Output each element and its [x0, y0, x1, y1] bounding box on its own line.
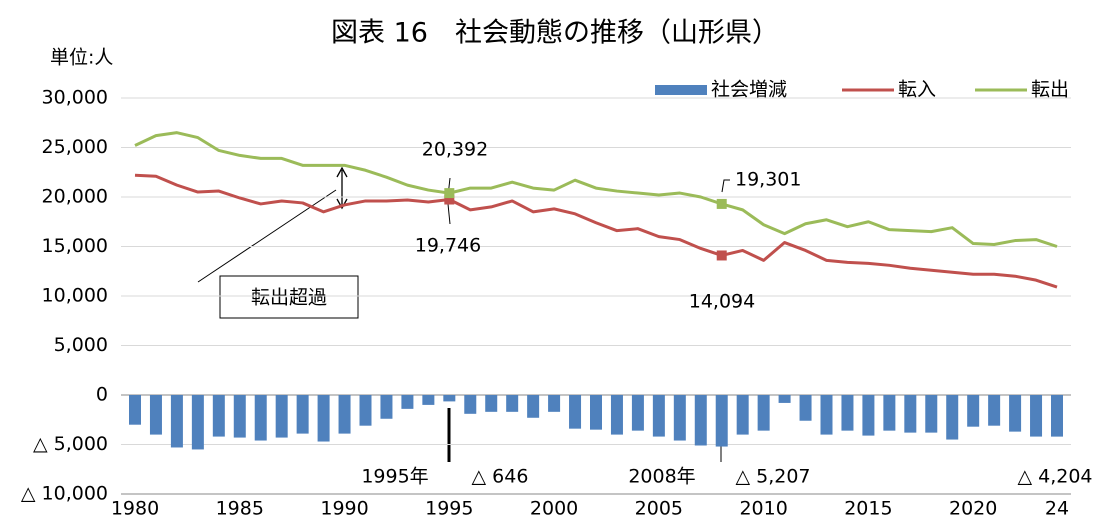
bar	[925, 395, 938, 433]
x-tick-label: 2020	[949, 498, 997, 520]
bar	[736, 395, 749, 435]
data-label: △ 4,204	[1017, 466, 1092, 488]
bar	[506, 395, 519, 412]
bar	[380, 395, 393, 419]
bar	[275, 395, 288, 438]
annotation: 2008年	[628, 466, 695, 488]
bar	[485, 395, 498, 412]
marker	[716, 250, 727, 261]
bar	[715, 395, 728, 447]
y-tick-label: 10,000	[42, 285, 108, 307]
annotation: 1995年	[361, 466, 428, 488]
bar	[820, 395, 833, 435]
bar	[359, 395, 372, 426]
bar	[631, 395, 644, 431]
x-tick-label: 1980	[111, 498, 159, 520]
line	[134, 173, 1058, 289]
leader	[447, 203, 451, 225]
bar	[254, 395, 267, 441]
bar	[170, 395, 183, 448]
bar	[129, 395, 141, 425]
data-label: △ 5,207	[735, 466, 810, 488]
bar	[464, 395, 477, 414]
y-tick-label: 15,000	[42, 235, 108, 257]
y-tick-label: △ 5,000	[33, 433, 108, 455]
x-tick-label: 1990	[320, 498, 368, 520]
data-label: 19,301	[735, 169, 801, 191]
y-tick-label: 0	[96, 384, 108, 406]
legend-swatch	[655, 85, 707, 95]
bar	[149, 395, 162, 435]
bar	[548, 395, 561, 412]
bar	[610, 395, 623, 435]
bar	[862, 395, 875, 436]
data-label: 19,746	[415, 235, 481, 257]
bar	[443, 395, 456, 402]
chart-title: 図表 16 社会動態の推移（山形県）	[331, 18, 779, 49]
y-tick-label: 30,000	[42, 87, 108, 109]
x-tick-label: 2010	[739, 498, 787, 520]
bar	[401, 395, 414, 409]
bar	[1051, 395, 1063, 437]
marker	[444, 188, 455, 199]
arrow-heads	[336, 166, 348, 210]
bar	[527, 395, 540, 418]
x-tick-label: 2000	[530, 498, 578, 520]
line	[134, 131, 1058, 248]
data-label: △ 646	[472, 466, 529, 488]
bar	[694, 395, 707, 446]
unit-label: 単位:人	[50, 47, 113, 69]
bar	[946, 395, 959, 440]
bar	[338, 395, 351, 434]
bar	[296, 395, 309, 434]
bar	[212, 395, 225, 437]
bar	[590, 395, 602, 430]
marker	[716, 198, 727, 209]
y-tick-label: 25,000	[42, 136, 108, 158]
x-tick-label: 2005	[635, 498, 683, 520]
y-tick-label: 20,000	[42, 186, 108, 208]
bar	[778, 395, 791, 403]
bar	[1009, 395, 1022, 432]
bar	[233, 395, 246, 438]
leader	[197, 189, 337, 283]
bar	[904, 395, 917, 433]
bar	[652, 395, 665, 437]
x-tick-label: 2015	[844, 498, 892, 520]
bar	[799, 395, 812, 421]
legend-label: 転出	[1031, 79, 1069, 101]
bar	[317, 395, 330, 442]
y-tick-label: △ 10,000	[21, 483, 108, 505]
bar	[1030, 395, 1043, 437]
legend-label: 転入	[898, 79, 936, 101]
bar	[569, 395, 582, 429]
bar	[673, 395, 686, 441]
bar	[883, 395, 896, 431]
bar	[422, 395, 435, 405]
data-label: 20,392	[422, 139, 488, 161]
annotation: 転出超過	[251, 287, 327, 309]
marker	[444, 194, 455, 205]
x-tick-label: 1995	[425, 498, 473, 520]
annotation-box	[219, 275, 359, 319]
bar	[988, 395, 1001, 426]
x-tick-label: 24	[1045, 498, 1069, 520]
leader	[721, 179, 730, 193]
bar	[841, 395, 854, 431]
legend-label: 社会増減	[711, 79, 787, 101]
y-tick-label: 5,000	[54, 334, 108, 356]
data-label: 14,094	[689, 291, 755, 313]
x-tick-label: 1985	[216, 498, 264, 520]
bar	[757, 395, 770, 431]
bar	[967, 395, 980, 427]
bar	[191, 395, 204, 450]
